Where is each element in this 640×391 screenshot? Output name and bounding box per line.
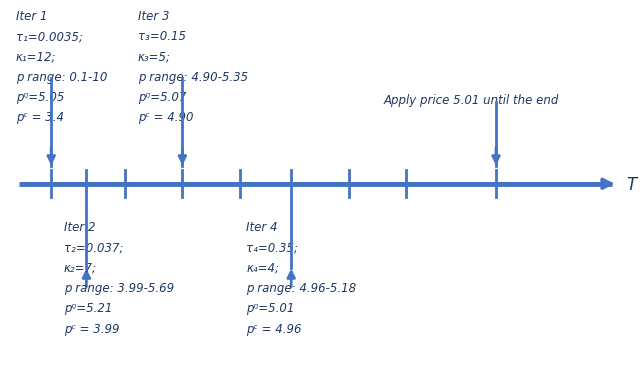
Text: pᶜ = 3.99: pᶜ = 3.99	[64, 323, 120, 335]
Text: Iter 3: Iter 3	[138, 10, 169, 23]
Text: pᵑ=5.21: pᵑ=5.21	[64, 302, 113, 315]
Text: p range: 4.90-5.35: p range: 4.90-5.35	[138, 71, 248, 84]
Text: pᵑ=5.05: pᵑ=5.05	[16, 91, 65, 104]
Text: κ₁=12;: κ₁=12;	[16, 50, 56, 63]
Text: κ₂=7;: κ₂=7;	[64, 262, 97, 274]
Text: τ₂=0.037;: τ₂=0.037;	[64, 241, 124, 254]
Text: pᶜ = 4.96: pᶜ = 4.96	[246, 323, 302, 335]
Text: $T$: $T$	[626, 176, 639, 194]
Text: Apply price 5.01 until the end: Apply price 5.01 until the end	[384, 94, 559, 107]
Text: p range: 4.96-5.18: p range: 4.96-5.18	[246, 282, 356, 295]
Text: pᵑ=5.01: pᵑ=5.01	[246, 302, 295, 315]
Text: pᶜ = 3.4: pᶜ = 3.4	[16, 111, 64, 124]
Text: Iter 1: Iter 1	[16, 10, 47, 23]
Text: Iter 2: Iter 2	[64, 221, 95, 234]
Text: p range: 0.1-10: p range: 0.1-10	[16, 71, 108, 84]
Text: Iter 4: Iter 4	[246, 221, 278, 234]
Text: p range: 3.99-5.69: p range: 3.99-5.69	[64, 282, 174, 295]
Text: pᵑ=5.07: pᵑ=5.07	[138, 91, 186, 104]
Text: κ₃=5;: κ₃=5;	[138, 50, 171, 63]
Text: τ₄=0.35;: τ₄=0.35;	[246, 241, 298, 254]
Text: pᶜ = 4.90: pᶜ = 4.90	[138, 111, 193, 124]
Text: κ₄=4;: κ₄=4;	[246, 262, 280, 274]
Text: τ₁=0.0035;: τ₁=0.0035;	[16, 30, 83, 43]
Text: τ₃=0.15: τ₃=0.15	[138, 30, 186, 43]
